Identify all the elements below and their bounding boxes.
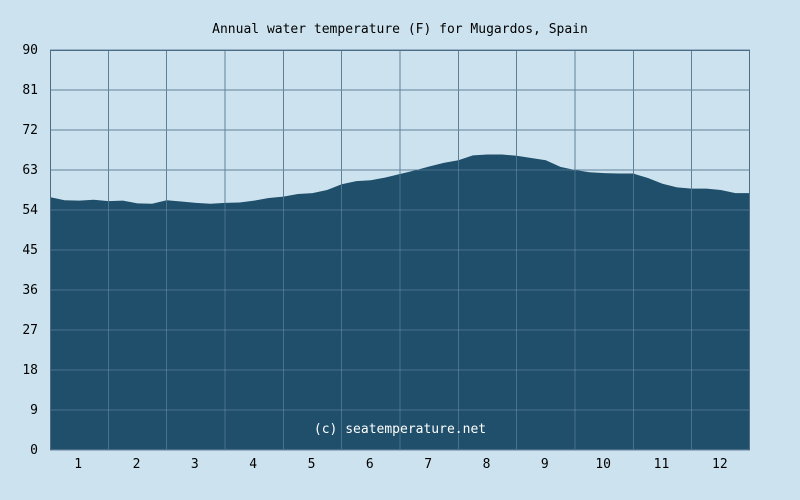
x-axis-ticks: 1 2 3 4 5 6 7 8 9 10 11 12 — [74, 457, 727, 472]
y-tick-label: 9 — [30, 403, 38, 418]
x-tick-label: 1 — [74, 457, 82, 472]
y-tick-label: 45 — [22, 243, 38, 258]
x-tick-label: 7 — [424, 457, 432, 472]
y-tick-label: 36 — [22, 283, 38, 298]
x-tick-label: 11 — [654, 457, 670, 472]
x-tick-label: 4 — [249, 457, 257, 472]
y-tick-label: 90 — [22, 43, 38, 58]
x-tick-label: 6 — [366, 457, 374, 472]
y-tick-label: 27 — [22, 323, 38, 338]
x-tick-label: 3 — [191, 457, 199, 472]
y-tick-label: 81 — [22, 83, 38, 98]
y-tick-label: 72 — [22, 123, 38, 138]
x-tick-label: 12 — [712, 457, 728, 472]
y-tick-label: 54 — [22, 203, 38, 218]
y-tick-label: 0 — [30, 443, 38, 458]
x-tick-label: 9 — [541, 457, 549, 472]
y-tick-label: 18 — [22, 363, 38, 378]
watermark-text: (c) seatemperature.net — [314, 422, 486, 437]
chart-title: Annual water temperature (F) for Mugardo… — [212, 22, 588, 37]
x-tick-label: 8 — [483, 457, 491, 472]
plot-frame — [50, 50, 750, 450]
x-tick-label: 5 — [308, 457, 316, 472]
x-tick-label: 2 — [133, 457, 141, 472]
y-axis-ticks: 0 9 18 27 36 45 54 63 72 81 90 — [22, 43, 38, 458]
y-tick-label: 63 — [22, 163, 38, 178]
x-tick-label: 10 — [595, 457, 611, 472]
